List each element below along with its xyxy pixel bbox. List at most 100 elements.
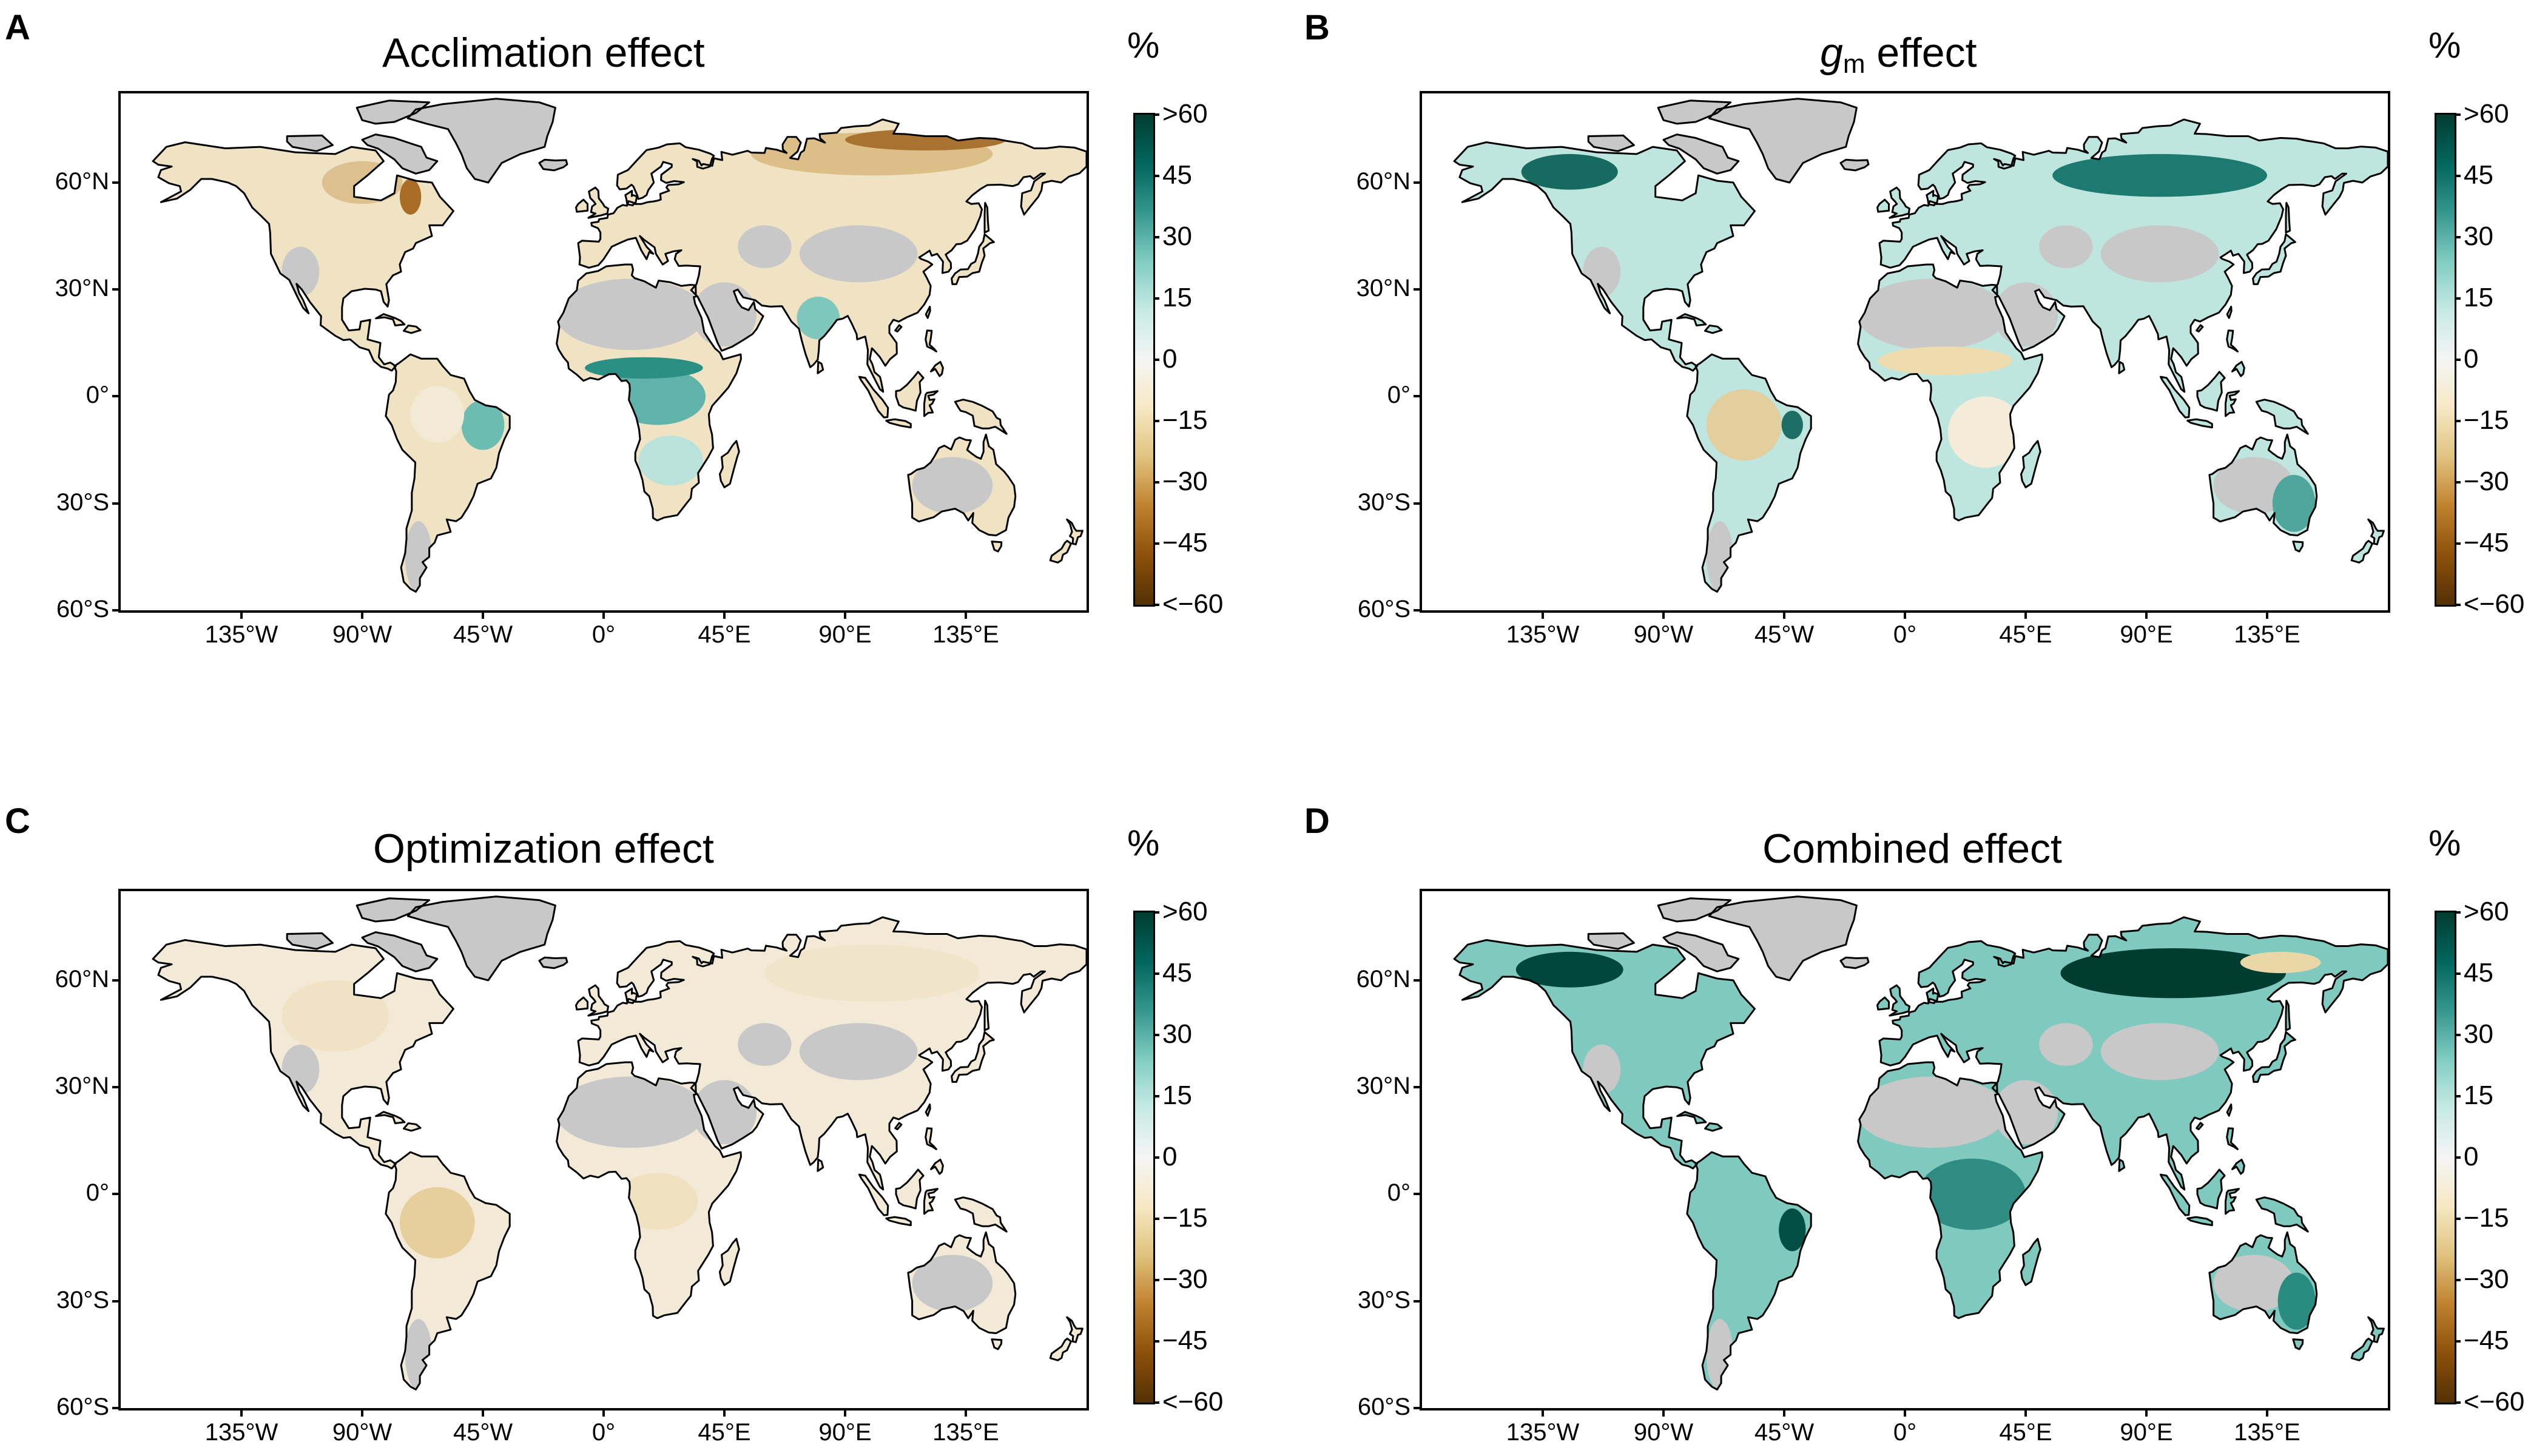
colorbar-tick xyxy=(2455,359,2461,361)
coastline-baffin xyxy=(361,931,439,972)
coastline-sakhalin xyxy=(2285,201,2291,234)
australia-no-data xyxy=(2213,1255,2294,1312)
x-tick-label: 135°W xyxy=(204,621,278,648)
land-madagascar xyxy=(2021,440,2041,488)
y-tick xyxy=(1414,1407,1420,1409)
sahara-no-data xyxy=(1856,278,2007,351)
y-tick xyxy=(112,395,118,398)
map-gm xyxy=(1420,91,2390,613)
colorbar-label: 0 xyxy=(1162,344,1178,374)
colorbar-label: 15 xyxy=(2464,283,2493,312)
panel-letter: D xyxy=(1304,801,1330,841)
coastline-taiwan xyxy=(925,1103,931,1117)
coastline-nz_north xyxy=(1066,518,1084,545)
coastline-victoria xyxy=(286,932,334,950)
caspian-no-data xyxy=(2039,225,2093,268)
caspian-no-data xyxy=(738,1023,792,1066)
y-tick xyxy=(112,609,118,612)
coastline-sri xyxy=(2118,361,2126,374)
central-asia-no-data xyxy=(2100,1023,2219,1080)
colorbar-tick xyxy=(2455,236,2461,238)
land-greenland xyxy=(1709,98,1857,183)
coastline-madagascar xyxy=(2020,440,2041,488)
coastline-victoria xyxy=(286,134,334,152)
x-tick xyxy=(240,613,243,619)
coastline-newguinea xyxy=(954,1196,1008,1233)
coastline-taiwan xyxy=(2226,1103,2233,1117)
coastline-iceland xyxy=(538,956,568,969)
y-tick xyxy=(112,181,118,184)
x-tick xyxy=(965,1410,967,1417)
coastline-britain xyxy=(1889,186,1910,219)
shading-layer xyxy=(1515,948,2321,1390)
colorbar-label: −30 xyxy=(2464,1264,2509,1294)
coastline-africa xyxy=(1857,263,2043,522)
x-tick xyxy=(1662,1410,1665,1417)
land-ireland xyxy=(576,200,588,212)
land-ireland xyxy=(1877,997,1889,1010)
land-baffin xyxy=(1663,932,1739,972)
y-tick-label: 60°N xyxy=(55,965,109,993)
colorbar-tick xyxy=(1153,1034,1159,1036)
coastline-sulawesi xyxy=(923,390,939,417)
colorbar-label: −30 xyxy=(1162,467,1208,496)
coastline-hispaniola xyxy=(1704,1122,1723,1132)
x-tick xyxy=(2024,613,2027,619)
colorbar-tick xyxy=(1153,1218,1159,1220)
colorbar-label: >60 xyxy=(1162,99,1208,129)
panel-letter: A xyxy=(5,8,30,47)
coastline-baffin xyxy=(1662,931,1740,972)
colorbar-tick xyxy=(2455,972,2461,975)
siberia xyxy=(2052,153,2267,197)
land-greenland xyxy=(408,98,556,183)
x-tick-label: 90°E xyxy=(2120,621,2173,648)
coastline-nz_north xyxy=(1066,1316,1084,1343)
coastline-tasmania xyxy=(2292,541,2304,553)
coastline-taiwan xyxy=(925,305,931,319)
colorbar-tick xyxy=(2455,481,2461,484)
y-tick-label: 60°N xyxy=(55,167,109,195)
coastline-britain xyxy=(587,984,609,1017)
x-tick-label: 90°W xyxy=(1633,1419,1694,1446)
colorbar-tick xyxy=(2455,542,2461,545)
colorbar-label: −30 xyxy=(1162,1264,1208,1294)
colorbar-label: 30 xyxy=(1162,1019,1192,1049)
coastline-iceland xyxy=(1839,158,1870,172)
colorbar-label: <−60 xyxy=(1162,589,1224,619)
colorbar-label: 0 xyxy=(1162,1142,1178,1171)
land-nz_south xyxy=(2351,541,2373,563)
amazon xyxy=(1706,389,1782,461)
coastline-sakhalin xyxy=(983,999,990,1031)
y-tick-label: 30°S xyxy=(1357,488,1410,516)
coastline-hainan xyxy=(894,1122,903,1130)
coastline-iceland xyxy=(1839,956,1870,969)
x-tick-label: 135°E xyxy=(2234,621,2300,648)
coastline-hispaniola xyxy=(403,325,422,334)
y-tick-label: 30°S xyxy=(1357,1286,1410,1313)
x-tick-label: 135°W xyxy=(1506,1419,1580,1446)
coastline-hainan xyxy=(2196,1122,2204,1130)
y-tick xyxy=(112,1086,118,1089)
land-ireland xyxy=(576,997,588,1010)
land-nz_south xyxy=(1050,1338,1071,1361)
y-tick-label: 60°N xyxy=(1356,167,1410,195)
y-tick xyxy=(112,1299,118,1303)
y-tick xyxy=(1414,1193,1420,1196)
land-madagascar xyxy=(720,1238,740,1286)
land-ellesmere xyxy=(1658,898,1731,922)
land-newguinea xyxy=(955,1197,1007,1232)
x-tick-label: 90°W xyxy=(1633,621,1694,648)
colorbar-tick xyxy=(1153,1401,1159,1404)
colorbar xyxy=(2435,911,2456,1404)
colorbar-tick xyxy=(1153,911,1159,914)
panel-title: Optimization effect xyxy=(373,826,714,872)
coastline-nz_south xyxy=(1049,1337,1072,1361)
coastline-australia xyxy=(2208,1231,2318,1335)
coastline-australia xyxy=(907,1231,1017,1335)
coastline-greenland xyxy=(1708,98,1858,184)
world-map xyxy=(152,98,1087,593)
brazil-east xyxy=(1779,1208,1806,1252)
x-tick-label: 135°E xyxy=(932,621,999,648)
x-tick xyxy=(844,1410,846,1417)
colorbar-label: −15 xyxy=(1162,1203,1208,1233)
